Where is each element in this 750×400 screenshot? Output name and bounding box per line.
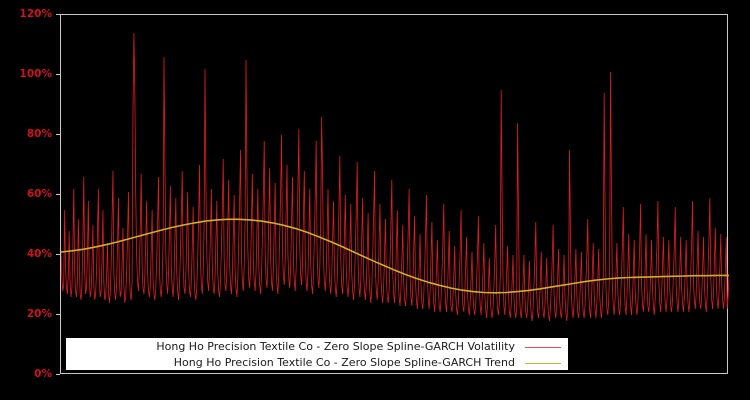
y-tick-label: 80% xyxy=(26,128,52,140)
legend-swatch-trend xyxy=(525,362,561,364)
y-tick-mark xyxy=(56,14,60,15)
trend-series xyxy=(61,218,729,294)
y-tick-mark xyxy=(56,374,60,375)
volatility-series xyxy=(61,32,729,322)
y-tick-label: 120% xyxy=(19,8,52,20)
legend-swatch-volatility xyxy=(525,346,561,348)
legend-entry-volatility: Hong Ho Precision Textile Co - Zero Slop… xyxy=(67,339,567,355)
y-tick-mark xyxy=(56,314,60,315)
chart-legend: Hong Ho Precision Textile Co - Zero Slop… xyxy=(66,338,568,370)
y-tick-mark xyxy=(56,254,60,255)
y-tick-label: 60% xyxy=(26,188,52,200)
y-tick-label: 40% xyxy=(26,248,52,260)
y-tick-label: 20% xyxy=(26,308,52,320)
legend-label-trend: Hong Ho Precision Textile Co - Zero Slop… xyxy=(173,356,515,369)
y-tick-mark xyxy=(56,194,60,195)
legend-label-volatility: Hong Ho Precision Textile Co - Zero Slop… xyxy=(156,340,515,353)
y-tick-label: 0% xyxy=(34,368,52,380)
trend-line xyxy=(61,218,729,294)
y-tick-mark xyxy=(56,74,60,75)
y-tick-mark xyxy=(56,134,60,135)
y-tick-label: 100% xyxy=(19,68,52,80)
chart-canvas xyxy=(61,32,729,322)
plot-area xyxy=(60,14,729,374)
legend-entry-trend: Hong Ho Precision Textile Co - Zero Slop… xyxy=(67,355,567,369)
volatility-line xyxy=(61,32,729,322)
